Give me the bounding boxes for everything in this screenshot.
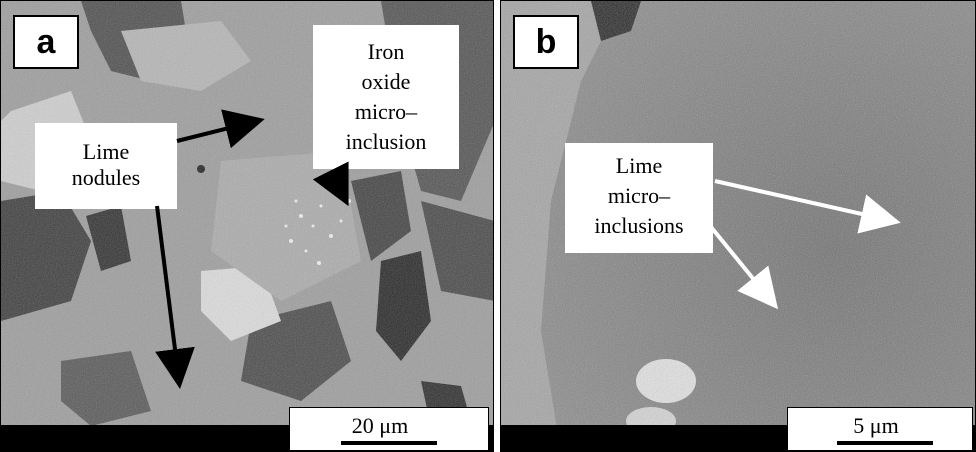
lime-micro-line-2: micro– bbox=[607, 183, 671, 208]
lime-micro-line-3: inclusions bbox=[594, 213, 684, 238]
scale-line-a bbox=[341, 441, 437, 445]
iron-oxide-label: Iron oxide micro– inclusion bbox=[313, 25, 459, 169]
scale-line-b bbox=[837, 441, 933, 445]
iron-oxide-line-3: micro– bbox=[354, 99, 418, 124]
scale-label-a: 20 μm bbox=[325, 408, 435, 444]
iron-oxide-line-1: Iron bbox=[367, 39, 405, 64]
scale-label-b: 5 μm bbox=[826, 408, 926, 444]
iron-oxide-line-4: inclusion bbox=[345, 129, 427, 154]
lime-nodules-line-2: nodules bbox=[71, 165, 141, 190]
iron-oxide-line-2: oxide bbox=[361, 69, 411, 94]
lime-micro-inclusions-label: Lime micro– inclusions bbox=[565, 143, 713, 253]
panel-b-letter: b bbox=[513, 15, 579, 69]
lime-nodules-label: Lime nodules bbox=[35, 123, 177, 209]
lime-micro-line-1: Lime bbox=[615, 153, 663, 178]
micrograph-panel-a: a Lime nodules Iron oxide micro– inclusi… bbox=[0, 0, 494, 452]
micrograph-panel-b: b Lime micro– inclusions 5 μm bbox=[500, 0, 976, 452]
lime-nodules-line-1: Lime bbox=[82, 139, 130, 164]
panel-a-letter: a bbox=[13, 15, 79, 69]
